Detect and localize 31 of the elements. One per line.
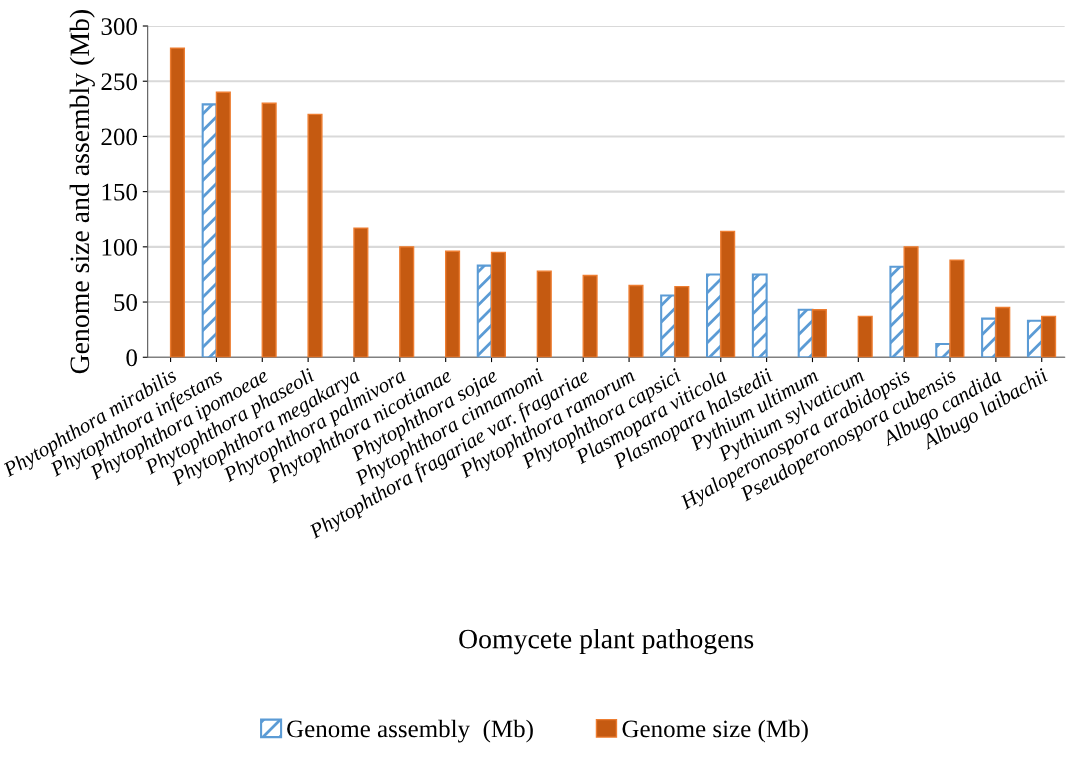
bar [582,274,598,358]
bar [903,246,919,358]
bar [307,113,323,358]
bar [674,285,690,358]
bar [995,306,1011,358]
y-axis-title: Genome size and assembly (Mb) [69,10,95,374]
bar [444,250,461,358]
bar [215,91,231,358]
y-tick-label: 200 [101,128,137,146]
y-tick-label: 250 [101,73,137,91]
bar [490,251,506,358]
bar [536,270,552,358]
bar [169,47,186,358]
x-axis-title: Oomycete plant pathogens [459,628,754,655]
bar [720,230,736,358]
y-tick-label: 0 [126,349,137,367]
y-tick-label: 300 [101,18,137,35]
bar [1041,315,1057,358]
y-tick-label: 50 [114,294,137,311]
bar [811,309,827,358]
bar [628,284,644,358]
bar [751,273,768,358]
legend-label: Genome assembly (Mb) [287,719,533,743]
bar [857,315,873,358]
bar [261,102,277,358]
y-tick-label: 100 [102,238,137,256]
y-tick-label: 150 [102,183,137,201]
bar [399,246,415,358]
legend-label: Genome size (Mb) [622,719,808,743]
bar [353,227,369,358]
bar [949,259,965,358]
